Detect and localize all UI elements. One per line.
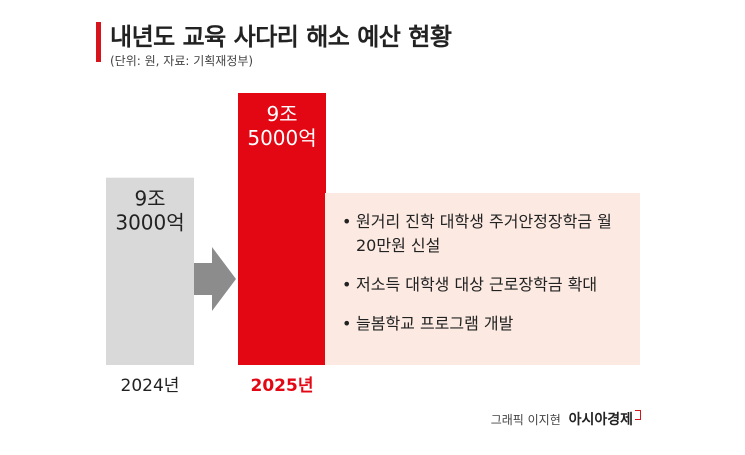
bar-value-label: 9조 [266,102,297,126]
title-accent-bar [96,22,101,62]
bar-value-label: 3000억 [115,211,184,235]
bullet-item: 저소득 대학생 대상 근로장학금 확대 [342,273,632,297]
right-arrow-icon [194,247,236,311]
bullet-item: 늘봄학교 프로그램 개발 [342,312,632,336]
credit-text: 그래픽 이지현 [490,413,561,427]
chart-title: 내년도 교육 사다리 해소 예산 현황 [110,23,452,51]
chart-subtitle: (단위: 원, 자료: 기획재정부) [110,54,254,68]
bar-value-label: 9조 [134,187,165,211]
bar-value-label: 5000억 [247,126,316,150]
brand-logo-text: 아시아경제 [568,412,633,428]
category-label: 2024년 [121,376,180,396]
bullet-item: 원거리 진학 대학생 주거안정장학금 월 20만원 신설 [342,210,632,258]
bar-1 [238,93,326,365]
brand-mark-icon [635,410,641,420]
category-label: 2025년 [251,376,314,396]
bar-0 [106,177,194,365]
credit: 그래픽 이지현 아시아경제 [491,409,641,429]
bullet-list: 원거리 진학 대학생 주거안정장학금 월 20만원 신설저소득 대학생 대상 근… [342,210,632,351]
